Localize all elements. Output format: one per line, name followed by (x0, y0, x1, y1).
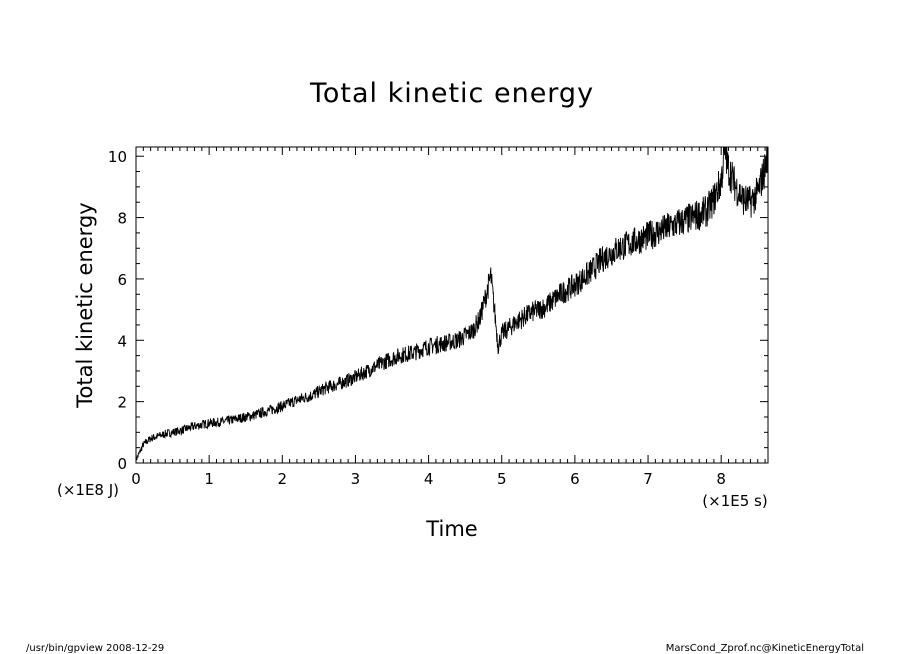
x-tick-label: 1 (204, 470, 214, 488)
axis-ticks (135, 147, 768, 464)
y-axis-label: Total kinetic energy (73, 202, 97, 408)
plot-frame (135, 146, 769, 464)
series-line (135, 146, 769, 461)
y-tick-label: 0 (117, 455, 127, 473)
x-tick-label: 8 (716, 470, 726, 488)
y-tick-labels: 0 2 4 6 8 10 (108, 148, 127, 473)
x-tick-label: 6 (570, 470, 580, 488)
x-tick-label: 3 (351, 470, 361, 488)
y-tick-label: 8 (117, 210, 127, 228)
y-tick-label: 4 (117, 332, 127, 350)
y-tick-label: 2 (117, 394, 127, 412)
y-tick-label: 10 (108, 148, 127, 166)
x-tick-label: 2 (278, 470, 288, 488)
x-tick-label: 4 (424, 470, 434, 488)
x-tick-labels: 0 1 2 3 4 5 6 7 8 (131, 470, 726, 488)
y-unit-label: (×1E8 J) (57, 481, 119, 499)
x-tick-label: 7 (643, 470, 653, 488)
x-unit-label: (×1E5 s) (702, 492, 767, 510)
footer-right: MarsCond_Zprof.nc@KineticEnergyTotal (666, 643, 864, 654)
x-axis-label: Time (425, 517, 477, 541)
x-tick-label: 0 (131, 470, 141, 488)
footer-left: /usr/bin/gpview 2008-12-29 (26, 643, 164, 654)
x-tick-label: 5 (497, 470, 507, 488)
chart-title: Total kinetic energy (309, 78, 594, 109)
y-tick-label: 6 (117, 271, 127, 289)
